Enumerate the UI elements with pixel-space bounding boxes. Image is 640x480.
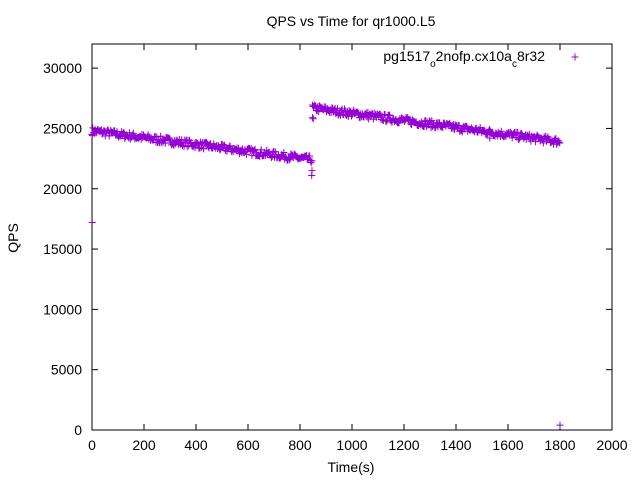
y-tick-label: 20000 <box>43 181 82 197</box>
data-point <box>381 111 389 119</box>
data-point <box>555 138 563 146</box>
data-point <box>508 134 516 142</box>
data-point <box>313 106 321 114</box>
legend-label: pg1517o2nofp.cx10ac8r32 <box>383 48 545 70</box>
y-tick-label: 0 <box>74 422 82 438</box>
data-point <box>170 141 178 149</box>
legend-label-part: 2nofp.cx10a <box>436 48 512 64</box>
data-point <box>458 128 466 136</box>
x-tick-label: 400 <box>184 437 208 453</box>
data-point <box>527 137 535 145</box>
x-tick-label: 1000 <box>336 437 367 453</box>
y-tick-label: 15000 <box>43 241 82 257</box>
data-point-outlier <box>556 421 564 429</box>
data-point <box>165 134 173 142</box>
x-tick-label: 0 <box>88 437 96 453</box>
legend-label-subscript: c <box>512 59 517 70</box>
data-point <box>431 124 439 132</box>
data-point <box>356 114 364 122</box>
legend-marker <box>571 53 579 61</box>
data-point <box>497 127 505 135</box>
data-point <box>278 151 286 159</box>
data-point <box>418 122 426 130</box>
legend-label-part: 8r32 <box>517 48 545 64</box>
data-point <box>450 126 458 134</box>
data-point <box>307 159 315 167</box>
data-point <box>364 109 372 117</box>
data-point <box>514 128 522 136</box>
data-point <box>157 132 165 140</box>
data-point <box>539 139 547 147</box>
data-point <box>119 129 127 137</box>
legend-label-subscript: o <box>430 59 436 70</box>
data-point <box>370 109 378 117</box>
data-point <box>250 147 258 155</box>
y-axis-ticks: 0 5000 10000 15000 20000 25000 30000 <box>43 60 612 438</box>
data-point <box>129 129 137 137</box>
x-tick-label: 2000 <box>596 437 627 453</box>
data-point <box>354 108 362 116</box>
data-point <box>166 135 174 143</box>
data-point <box>183 143 191 151</box>
data-point-outlier <box>88 132 96 140</box>
x-tick-label: 1800 <box>544 437 575 453</box>
y-tick-label: 30000 <box>43 60 82 76</box>
x-tick-label: 1400 <box>440 437 471 453</box>
y-axis-label: QPS <box>5 223 21 253</box>
data-point <box>200 145 208 153</box>
data-point <box>494 128 502 136</box>
data-point <box>343 111 351 119</box>
data-point <box>455 122 463 130</box>
data-point <box>486 125 494 133</box>
data-point <box>386 111 394 119</box>
data-point <box>215 144 223 152</box>
data-point <box>285 156 293 164</box>
data-point <box>286 155 294 163</box>
y-tick-label: 5000 <box>51 362 82 378</box>
data-point <box>333 104 341 112</box>
y-tick-label: 10000 <box>43 301 82 317</box>
series-points <box>88 101 564 429</box>
data-point <box>242 150 250 158</box>
data-point <box>306 152 314 160</box>
data-point <box>226 142 234 150</box>
data-point <box>532 138 540 146</box>
data-point <box>251 145 259 153</box>
data-point <box>193 139 201 147</box>
x-tick-label: 1200 <box>388 437 419 453</box>
x-tick-label: 200 <box>132 437 156 453</box>
data-point <box>270 147 278 155</box>
legend: pg1517o2nofp.cx10ac8r32 <box>383 48 579 70</box>
data-point-outlier <box>309 115 317 123</box>
data-point <box>556 139 564 147</box>
plot-border <box>91 43 613 431</box>
data-point-outlier <box>308 114 316 122</box>
x-axis-ticks: 0 200 400 600 800 1000 1200 1400 1600 1800 2000 <box>88 44 628 453</box>
x-tick-label: 600 <box>236 437 260 453</box>
data-point <box>280 148 288 156</box>
data-point-outlier <box>88 219 96 227</box>
data-point <box>483 131 491 139</box>
data-point <box>315 108 323 116</box>
x-tick-label: 800 <box>288 437 312 453</box>
data-point <box>153 133 161 141</box>
chart-title: QPS vs Time for qr1000.L5 <box>267 13 436 29</box>
data-point-outlier <box>308 167 316 175</box>
x-tick-label: 1600 <box>492 437 523 453</box>
data-point <box>311 101 319 109</box>
data-point-outlier <box>486 134 494 142</box>
x-axis-label: Time(s) <box>328 459 375 475</box>
data-point <box>308 157 316 165</box>
y-tick-label: 25000 <box>43 120 82 136</box>
legend-label-part: pg1517 <box>383 48 430 64</box>
data-point <box>385 112 393 120</box>
data-point <box>426 118 434 126</box>
plot-frame <box>91 43 613 431</box>
data-point <box>322 103 330 111</box>
